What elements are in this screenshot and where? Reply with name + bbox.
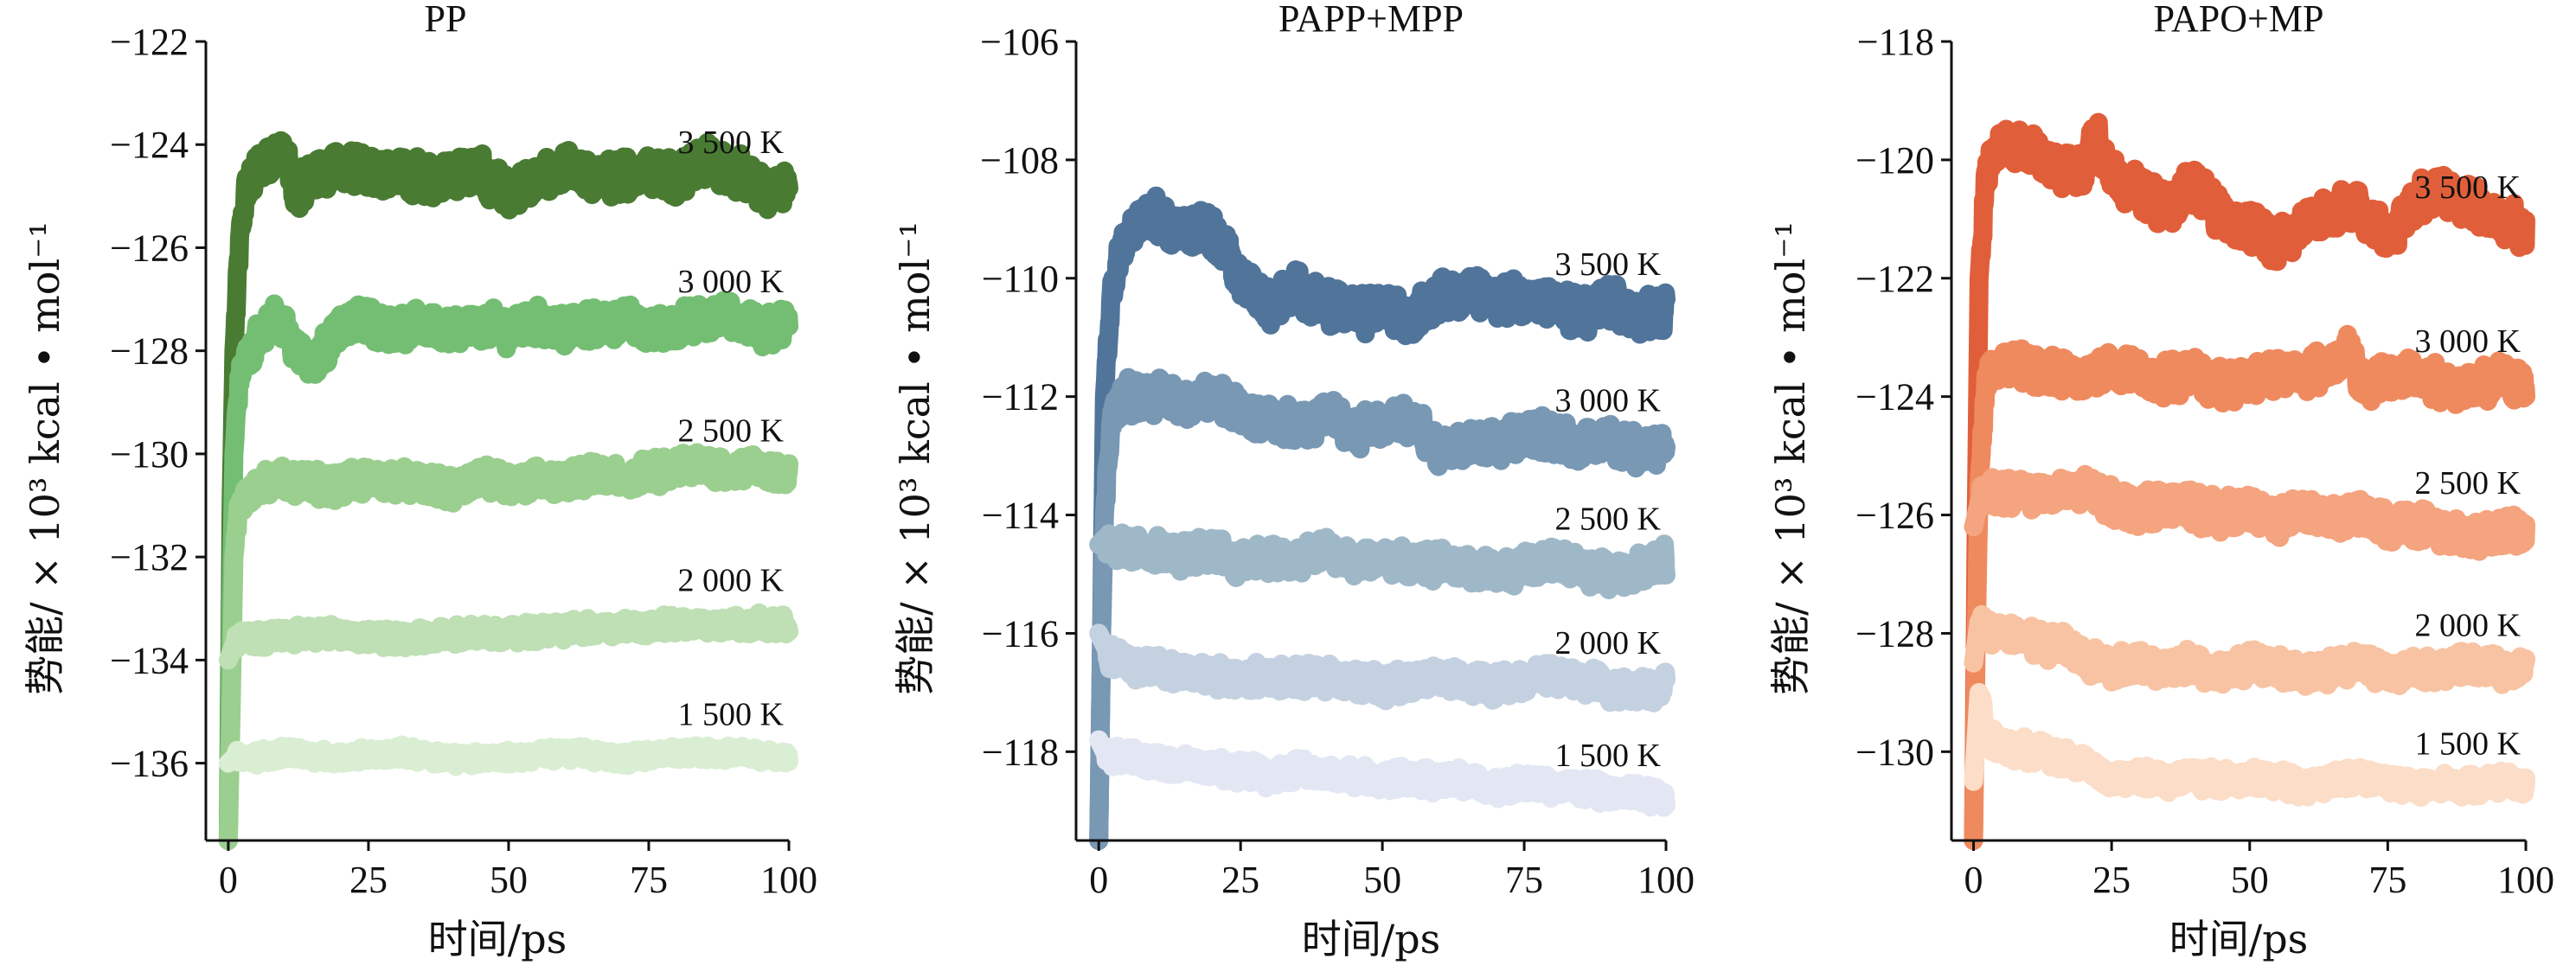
y-tick-label: −128 <box>110 330 189 373</box>
chart-title: PAPP+MPP <box>1278 0 1464 40</box>
y-tick-label: −112 <box>982 376 1059 419</box>
series-line-2500k <box>1964 464 2535 561</box>
y-tick-label: −124 <box>1855 376 1934 419</box>
y-axis-label: 势能/ × 10³ kcal • mol⁻¹ <box>892 221 939 695</box>
y-tick-label: −114 <box>982 495 1059 537</box>
x-tick-label: 25 <box>1221 859 1259 901</box>
series-line-2000k <box>1089 623 1676 713</box>
chart-panel-papo-mp: 3 500 K 3 000 K 2 500 K 2 000 K 1 500 K −130 −… <box>1767 0 2554 962</box>
y-tick-label: −108 <box>980 139 1059 182</box>
y-tick-label: −122 <box>1855 258 1934 300</box>
x-tick-label: 0 <box>219 859 238 901</box>
y-tick-label: −130 <box>1855 731 1934 773</box>
series-group <box>1964 112 2535 850</box>
series-line-3500k <box>1964 112 2535 850</box>
series-label: 3 500 K <box>1555 246 1662 283</box>
x-axis-label: 时间/ps <box>2169 916 2309 962</box>
series-line-3000k <box>1964 324 2535 850</box>
chart-title: PAPO+MP <box>2154 0 2324 40</box>
series-label: 3 000 K <box>678 264 785 300</box>
y-tick-label: −128 <box>1855 612 1934 655</box>
x-tick-label: 50 <box>490 859 528 901</box>
series-label: 2 000 K <box>678 563 785 599</box>
x-tick-label: 100 <box>1637 859 1695 901</box>
series-line-1500k <box>218 735 798 776</box>
y-tick-label: −130 <box>110 433 189 476</box>
series-line-3000k <box>1089 367 1676 850</box>
series-line-2500k <box>218 443 798 850</box>
series-label: 1 500 K <box>678 697 785 733</box>
series-label: 3 000 K <box>2415 323 2522 360</box>
chart-title: PP <box>425 0 467 40</box>
y-axis-label: 势能/ × 10³ kcal • mol⁻¹ <box>22 221 68 695</box>
series-label: 3 500 K <box>2415 169 2522 206</box>
series-line-3500k <box>218 131 798 850</box>
series-line-3000k <box>218 291 798 850</box>
series-label: 2 500 K <box>1555 501 1662 537</box>
y-tick-label: −106 <box>980 21 1059 63</box>
series-line-2000k <box>218 603 798 670</box>
y-tick-label: −126 <box>110 227 189 269</box>
y-tick-label: −134 <box>110 639 189 681</box>
series-label: 2 000 K <box>2415 608 2522 644</box>
series-line-2500k <box>1089 523 1676 599</box>
chart-panel-pp: 3 500 K 3 000 K 2 500 K 2 000 K 1 500 K −136 −… <box>22 0 817 962</box>
series-group <box>1089 186 1676 850</box>
y-tick-label: −110 <box>982 258 1059 300</box>
series-line-3500k <box>1089 186 1676 850</box>
y-tick-label: −120 <box>1855 139 1934 182</box>
y-tick-label: −118 <box>982 731 1059 773</box>
y-tick-label: −122 <box>110 21 189 63</box>
x-tick-label: 50 <box>2231 859 2269 901</box>
x-tick-label: 100 <box>2497 859 2554 901</box>
chart-panel-papp-mpp: 3 500 K 3 000 K 2 500 K 2 000 K 1 500 K −118 −… <box>892 0 1695 962</box>
series-label: 3 500 K <box>678 125 785 161</box>
x-tick-label: 25 <box>349 859 388 901</box>
x-tick-label: 75 <box>2368 859 2406 901</box>
x-tick-label: 25 <box>2092 859 2131 901</box>
x-tick-label: 0 <box>1089 859 1108 901</box>
x-tick-label: 100 <box>760 859 817 901</box>
series-label: 2 500 K <box>678 413 785 450</box>
series-line-2000k <box>1964 604 2535 696</box>
y-tick-label: −116 <box>982 612 1059 655</box>
y-tick-label: −124 <box>110 124 189 166</box>
x-tick-label: 75 <box>630 859 668 901</box>
series-label: 2 500 K <box>2415 465 2522 502</box>
y-tick-label: −136 <box>110 743 189 785</box>
y-axis-label: 势能/ × 10³ kcal • mol⁻¹ <box>1767 221 1814 695</box>
series-line-1500k <box>1089 730 1676 817</box>
series-line-1500k <box>1964 682 2535 808</box>
series-group <box>218 131 798 850</box>
series-label: 2 000 K <box>1555 625 1662 661</box>
y-tick-label: −126 <box>1855 495 1934 537</box>
x-tick-label: 50 <box>1363 859 1401 901</box>
x-axis-label: 时间/ps <box>428 916 567 962</box>
x-tick-label: 75 <box>1505 859 1543 901</box>
series-label: 1 500 K <box>2415 725 2522 762</box>
x-axis-label: 时间/ps <box>1302 916 1441 962</box>
x-tick-label: 0 <box>1964 859 1983 901</box>
y-tick-label: −118 <box>1857 21 1934 63</box>
series-label: 3 000 K <box>1555 382 1662 419</box>
series-label: 1 500 K <box>1555 738 1662 774</box>
y-tick-label: −132 <box>110 536 189 578</box>
